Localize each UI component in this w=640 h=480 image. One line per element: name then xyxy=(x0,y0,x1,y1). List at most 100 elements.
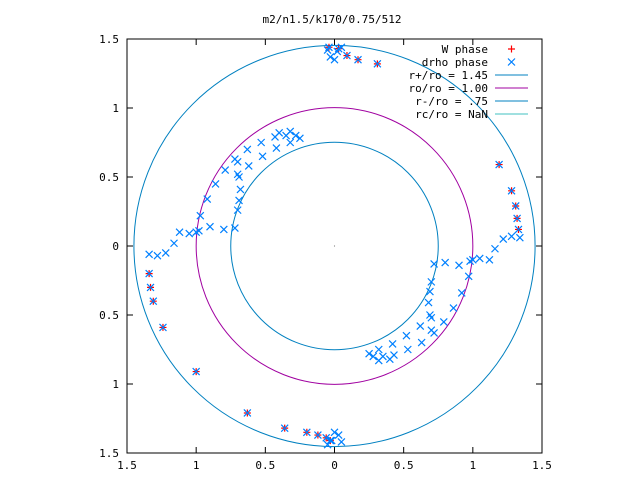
data-point xyxy=(514,225,523,234)
legend-marker xyxy=(508,45,515,53)
data-point xyxy=(219,225,228,234)
axis-layer: 1.5 1 0.5 0 0.5 1 1.51.510.500.511.5 xyxy=(99,33,552,472)
data-point xyxy=(441,258,450,267)
circle-layer xyxy=(133,44,536,448)
data-point xyxy=(337,438,346,446)
data-point xyxy=(295,134,304,143)
chart-title: m2/n1.5/k170/0.75/512 xyxy=(262,13,401,26)
data-point xyxy=(475,254,484,263)
data-point xyxy=(455,261,463,270)
point-layer xyxy=(145,43,524,449)
data-point xyxy=(326,436,335,445)
data-point xyxy=(275,128,284,137)
data-point xyxy=(402,331,411,340)
data-point xyxy=(430,260,439,268)
center-point xyxy=(333,245,336,247)
data-point xyxy=(313,431,322,439)
data-point xyxy=(427,277,436,286)
data-point xyxy=(424,298,433,307)
data-point xyxy=(196,211,205,220)
legend-marker xyxy=(507,58,516,66)
data-point xyxy=(145,250,154,259)
data-point xyxy=(175,228,184,237)
data-point xyxy=(485,255,494,264)
data-point xyxy=(192,367,201,376)
x-tick-label: 1.5 xyxy=(532,459,552,472)
data-point xyxy=(233,206,242,215)
y-tick-label: 0 xyxy=(112,240,119,253)
data-point xyxy=(322,433,331,442)
data-point xyxy=(403,345,412,354)
data-point xyxy=(343,51,351,60)
data-point xyxy=(511,202,520,210)
data-point xyxy=(334,431,343,439)
data-point xyxy=(507,186,516,195)
circle-series xyxy=(230,141,439,351)
data-point xyxy=(257,138,266,147)
data-point xyxy=(323,46,332,54)
legend-label: ro/ro = 1.00 xyxy=(409,82,488,95)
data-point xyxy=(286,127,295,136)
y-tick-label: 1.5 xyxy=(99,33,119,46)
data-point xyxy=(258,152,267,161)
x-tick-label: 1 xyxy=(193,459,200,472)
data-point xyxy=(236,185,245,194)
data-point xyxy=(243,145,252,154)
data-point xyxy=(291,131,300,140)
data-point xyxy=(192,228,201,237)
legend-label: W phase xyxy=(442,43,488,56)
x-tick-label: 1 xyxy=(470,459,477,472)
data-point xyxy=(337,43,346,52)
legend-label: drho phase xyxy=(422,56,488,69)
data-point xyxy=(373,59,382,68)
data-point xyxy=(365,349,374,358)
data-point xyxy=(302,428,311,437)
data-point xyxy=(235,196,243,205)
legend-label: r+/ro = 1.45 xyxy=(409,69,488,82)
data-point xyxy=(206,222,214,231)
data-point xyxy=(369,352,378,361)
data-point xyxy=(507,232,516,241)
data-point xyxy=(145,269,154,278)
data-point xyxy=(326,53,335,61)
x-tick-label: 0.5 xyxy=(394,459,414,472)
data-point xyxy=(280,424,289,433)
y-tick-label: 1 xyxy=(112,378,119,391)
data-point xyxy=(330,428,339,437)
data-point xyxy=(468,255,477,264)
legend-label: r-/ro = .75 xyxy=(415,95,488,108)
data-point xyxy=(153,251,162,260)
data-point xyxy=(170,239,178,248)
data-point xyxy=(230,155,239,163)
data-point xyxy=(417,338,426,347)
data-point xyxy=(515,233,524,242)
data-point xyxy=(185,229,194,238)
data-point xyxy=(211,179,220,188)
legend-label: rc/ro = NaN xyxy=(415,108,488,121)
data-point xyxy=(330,55,339,64)
x-tick-label: 1.5 xyxy=(117,459,137,472)
data-point xyxy=(272,144,281,152)
data-point xyxy=(385,355,394,364)
data-point xyxy=(464,272,473,281)
data-point xyxy=(388,340,397,348)
data-point xyxy=(416,322,425,330)
y-tick-label: 0.5 xyxy=(99,171,119,184)
data-point xyxy=(457,288,466,297)
data-point xyxy=(374,345,383,354)
data-point xyxy=(427,313,436,322)
data-point xyxy=(449,304,458,313)
data-point xyxy=(499,235,508,244)
data-point xyxy=(439,317,448,326)
data-point xyxy=(149,297,158,306)
data-point xyxy=(161,248,170,257)
data-point xyxy=(221,166,230,175)
x-tick-label: 0 xyxy=(331,459,338,472)
data-point xyxy=(159,323,167,332)
data-point xyxy=(426,287,434,296)
y-tick-label: 1 xyxy=(112,102,119,115)
circle-series xyxy=(133,44,536,448)
data-point xyxy=(244,162,253,170)
circle-series xyxy=(195,107,474,385)
